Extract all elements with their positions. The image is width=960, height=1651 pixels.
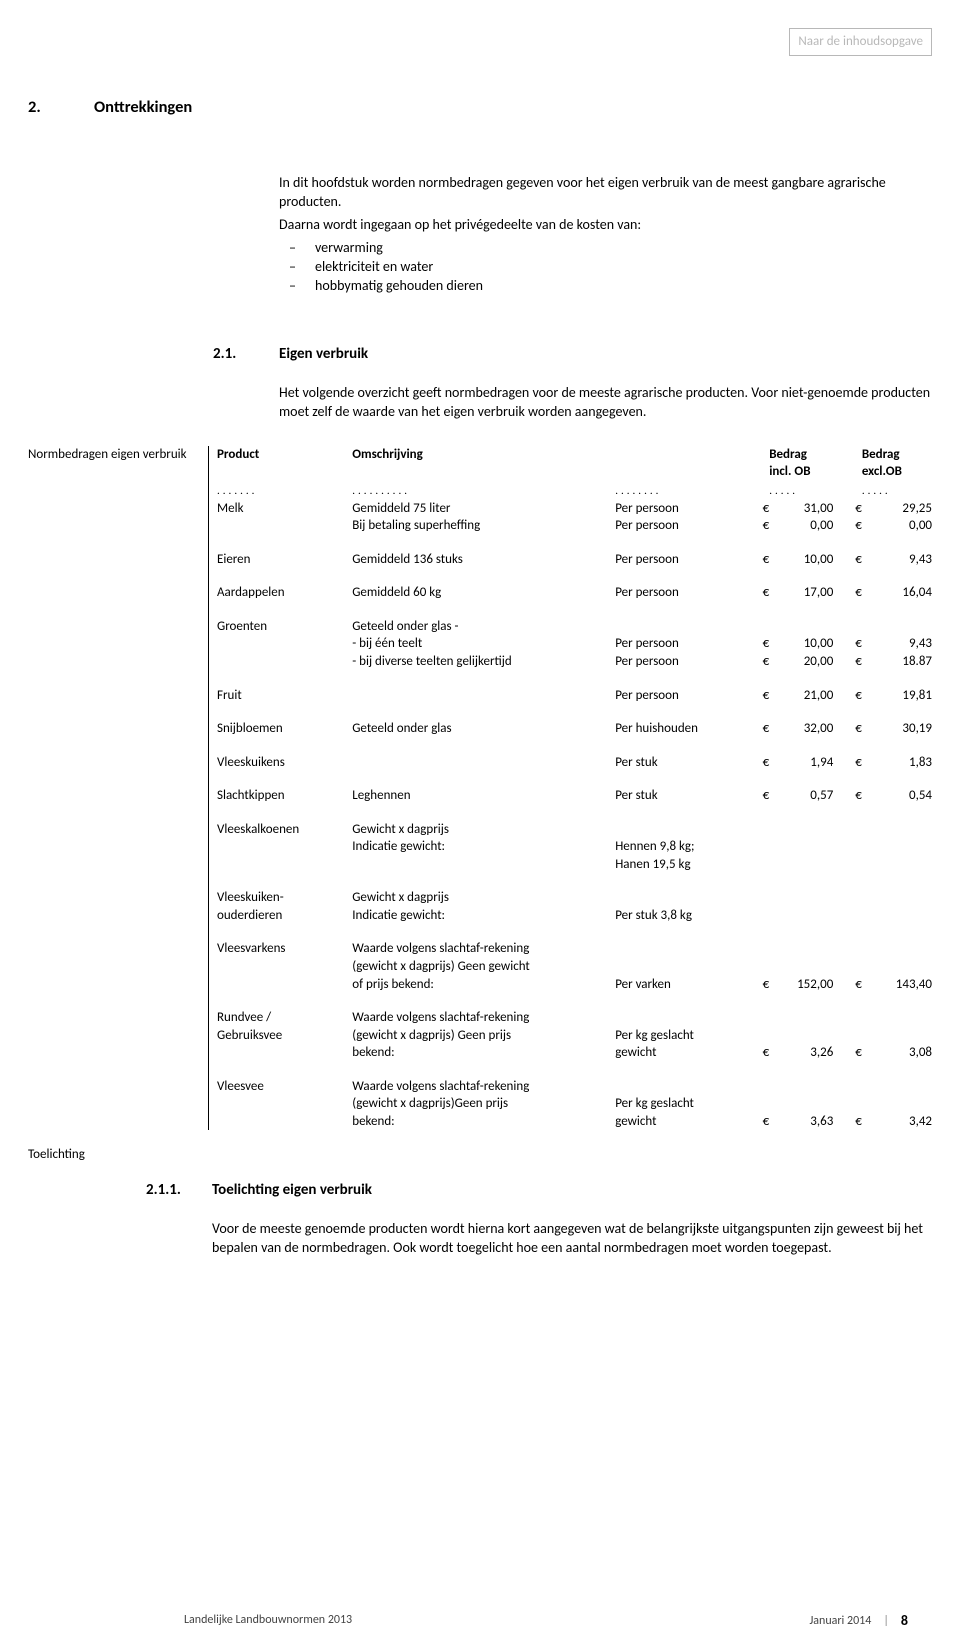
table-row: ouderdieren Indicatie gewicht: Per stuk … [217, 907, 932, 925]
bullet-item: elektriciteit en water [279, 258, 932, 277]
table-row: Slachtkippen Leghennen Per stuk € 0,57 €… [217, 787, 932, 805]
sec21-paragraph: Het volgende overzicht geeft normbedrage… [279, 384, 932, 422]
table-row: (gewicht x dagprijs)Geen prijs Per kg ge… [217, 1095, 932, 1113]
table-row: Rundvee / Waarde volgens slachtaf-rekeni… [217, 1009, 932, 1027]
table-row: Indicatie gewicht: Hennen 9,8 kg; [217, 838, 932, 856]
table-row: Groenten Geteeld onder glas - [217, 618, 932, 636]
sec-num: 2.1. [213, 344, 279, 364]
sec-title: Eigen verbruik [279, 344, 368, 364]
table-row: Vleesvee Waarde volgens slachtaf-rekenin… [217, 1078, 932, 1096]
table-row: Vleeskuiken- Gewicht x dagprijs [217, 889, 932, 907]
table-header-row: Product Omschrijving Bedrag incl. OB Bed… [217, 446, 932, 483]
sec-title: Toelichting eigen verbruik [212, 1180, 372, 1200]
table-row: Gebruiksvee (gewicht x dagprijs) Geen pr… [217, 1027, 932, 1045]
table-row: Hanen 19,5 kg [217, 856, 932, 874]
table-row: Eieren Gemiddeld 136 stuks Per persoon €… [217, 551, 932, 569]
table-row: (gewicht x dagprijs) Geen gewicht [217, 958, 932, 976]
table-row: of prijs bekend: Per varken € 152,00 € 1… [217, 976, 932, 994]
footer-separator: | [883, 1613, 889, 1629]
sec-num: 2.1.1. [146, 1180, 212, 1200]
table-row: Snijbloemen Geteeld onder glas Per huish… [217, 720, 932, 738]
table-row: Vleeskuikens Per stuk € 1,94 € 1,83 [217, 754, 932, 772]
page-footer: Landelijke Landbouwnormen 2013 Januari 2… [0, 1612, 960, 1631]
table-row: Melk Gemiddeld 75 liter Per persoon € 31… [217, 500, 932, 518]
table-row: Aardappelen Gemiddeld 60 kg Per persoon … [217, 584, 932, 602]
toc-link-button[interactable]: Naar de inhoudsopgave [789, 28, 932, 56]
footer-doc-title: Landelijke Landbouwnormen 2013 [184, 1612, 352, 1631]
table-row: Bij betaling superheffing Per persoon € … [217, 517, 932, 535]
toelichting-paragraph: Voor de meeste genoemde producten wordt … [212, 1220, 932, 1258]
th-product: Product [217, 446, 352, 483]
toelichting-margin-label: Toelichting [28, 1146, 932, 1164]
table-row: bekend: gewicht € 3,26 € 3,08 [217, 1044, 932, 1062]
bullet-item: hobbymatig gehouden dieren [279, 277, 932, 296]
table-row: - bij één teelt Per persoon € 10,00 € 9,… [217, 635, 932, 653]
heading-2-onttrekkingen: 2. Onttrekkingen [28, 96, 932, 118]
table-row: Vleeskalkoenen Gewicht x dagprijs [217, 821, 932, 839]
sec-title: Onttrekkingen [94, 96, 192, 118]
table-margin-label: Normbedragen eigen verbruik [28, 446, 208, 1131]
footer-page-number: 8 [901, 1612, 908, 1631]
th-incl: Bedrag incl. OB [769, 446, 839, 483]
table-row: - bij diverse teelten gelijkertijd Per p… [217, 653, 932, 671]
normbedragen-table: Product Omschrijving Bedrag incl. OB Bed… [217, 446, 932, 1131]
th-excl: Bedrag excl.OB [862, 446, 932, 483]
table-row: Vleesvarkens Waarde volgens slachtaf-rek… [217, 940, 932, 958]
intro-paragraph-1: In dit hoofdstuk worden normbedragen geg… [279, 174, 932, 212]
table-row: bekend: gewicht € 3,63 € 3,42 [217, 1113, 932, 1131]
intro-paragraph-2: Daarna wordt ingegaan op het privégedeel… [279, 216, 932, 235]
bullet-item: verwarming [279, 239, 932, 258]
sec-num: 2. [28, 96, 94, 118]
th-desc: Omschrijving [352, 446, 615, 483]
table-dots-row: ................................... [217, 483, 932, 500]
heading-2-1-1-toelichting: 2.1.1. Toelichting eigen verbruik [28, 1180, 932, 1200]
footer-date: Januari 2014 [809, 1613, 871, 1629]
intro-bullet-list: verwarming elektriciteit en water hobbym… [279, 239, 932, 296]
heading-2-1-eigen-verbruik: 2.1. Eigen verbruik [213, 344, 932, 364]
table-row: Fruit Per persoon € 21,00 € 19,81 [217, 687, 932, 705]
